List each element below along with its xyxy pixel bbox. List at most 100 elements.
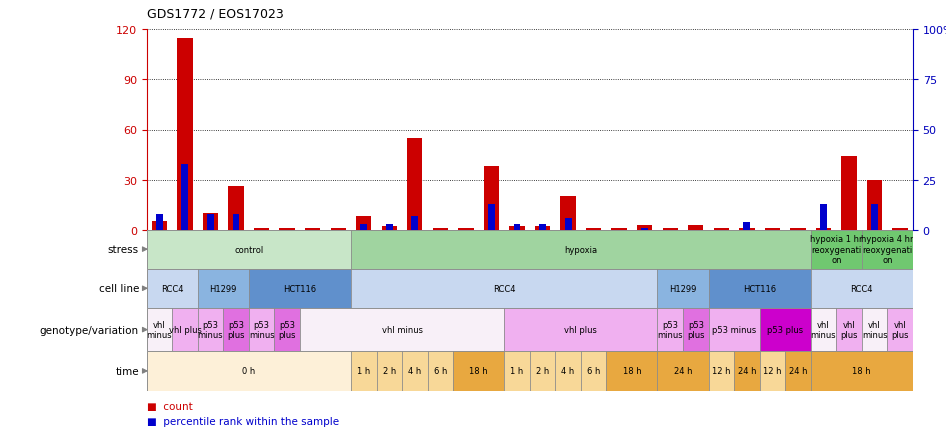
Bar (662, 228, 678, 230)
Text: p53 minus: p53 minus (712, 326, 756, 334)
Text: H1299: H1299 (670, 284, 696, 293)
Text: p53
minus: p53 minus (657, 320, 683, 339)
Bar (637, 225, 653, 230)
Text: 24 h: 24 h (674, 367, 692, 375)
Bar (432, 228, 448, 230)
Text: 12 h: 12 h (763, 367, 781, 375)
Text: vhl minus: vhl minus (381, 326, 423, 334)
Bar (530, 352, 555, 391)
Bar (207, 214, 214, 230)
Bar (356, 217, 372, 230)
Bar (734, 352, 760, 391)
Text: 18 h: 18 h (852, 367, 871, 375)
Bar (739, 228, 755, 230)
Bar (402, 352, 428, 391)
Text: vhl
minus: vhl minus (147, 320, 172, 339)
Bar (760, 308, 811, 352)
Text: vhl
plus: vhl plus (840, 320, 858, 339)
Bar (760, 352, 785, 391)
Bar (641, 228, 648, 230)
Bar (381, 227, 397, 230)
Bar (785, 352, 811, 391)
Bar (172, 308, 198, 352)
Text: p53
minus: p53 minus (198, 320, 223, 339)
Bar (330, 228, 346, 230)
Text: vhl
minus: vhl minus (811, 320, 836, 339)
Bar (428, 352, 453, 391)
Bar (351, 230, 811, 269)
Bar (555, 352, 581, 391)
Bar (360, 224, 367, 230)
Text: 2 h: 2 h (535, 367, 550, 375)
Text: H1299: H1299 (210, 284, 236, 293)
Text: 24 h: 24 h (789, 367, 807, 375)
Bar (483, 167, 499, 230)
Text: genotype/variation: genotype/variation (40, 325, 139, 335)
Bar (836, 308, 862, 352)
Bar (657, 269, 709, 308)
Bar (504, 308, 657, 352)
Bar (560, 197, 576, 230)
Text: vhl
plus: vhl plus (891, 320, 909, 339)
Text: 4 h: 4 h (561, 367, 575, 375)
Bar (534, 227, 551, 230)
Text: control: control (235, 245, 263, 254)
Text: 6 h: 6 h (433, 367, 447, 375)
Text: HCT116: HCT116 (283, 284, 317, 293)
Text: RCC4: RCC4 (493, 284, 516, 293)
Bar (377, 352, 402, 391)
Text: vhl
minus: vhl minus (862, 320, 887, 339)
Bar (709, 269, 811, 308)
Bar (611, 228, 627, 230)
Bar (709, 308, 760, 352)
Bar (887, 308, 913, 352)
Bar (811, 269, 913, 308)
Text: RCC4: RCC4 (850, 284, 873, 293)
Bar (305, 228, 321, 230)
Text: 18 h: 18 h (622, 367, 641, 375)
Bar (254, 228, 270, 230)
Text: vhl plus: vhl plus (168, 326, 201, 334)
Bar (862, 230, 913, 269)
Bar (744, 222, 750, 230)
Bar (688, 225, 704, 230)
Bar (657, 308, 683, 352)
Bar (249, 269, 351, 308)
Text: p53
plus: p53 plus (227, 320, 245, 339)
Bar (223, 308, 249, 352)
Bar (274, 308, 300, 352)
Bar (811, 308, 836, 352)
Bar (509, 227, 525, 230)
Bar (407, 138, 423, 230)
Bar (862, 308, 887, 352)
Bar (841, 157, 857, 230)
Bar (811, 352, 913, 391)
Bar (764, 228, 780, 230)
Text: 0 h: 0 h (242, 367, 255, 375)
Bar (233, 214, 239, 230)
Bar (892, 228, 908, 230)
Text: ■  percentile rank within the sample: ■ percentile rank within the sample (147, 416, 339, 426)
Text: vhl plus: vhl plus (565, 326, 597, 334)
Bar (202, 214, 219, 230)
Bar (147, 308, 172, 352)
Bar (871, 204, 878, 230)
Bar (147, 269, 198, 308)
Text: hypoxia 4 hr
reoxygenati
on: hypoxia 4 hr reoxygenati on (861, 235, 914, 264)
Text: p53
minus: p53 minus (249, 320, 274, 339)
Bar (488, 204, 495, 230)
Bar (351, 269, 657, 308)
Bar (147, 352, 351, 391)
Text: 6 h: 6 h (587, 367, 601, 375)
Text: ■  count: ■ count (147, 401, 192, 411)
Bar (504, 352, 530, 391)
Text: 12 h: 12 h (712, 367, 730, 375)
Bar (156, 214, 163, 230)
Bar (586, 228, 602, 230)
Text: p53
plus: p53 plus (687, 320, 705, 339)
Bar (565, 218, 571, 230)
Bar (147, 230, 351, 269)
Bar (453, 352, 504, 391)
Bar (867, 180, 883, 230)
Text: 24 h: 24 h (738, 367, 756, 375)
